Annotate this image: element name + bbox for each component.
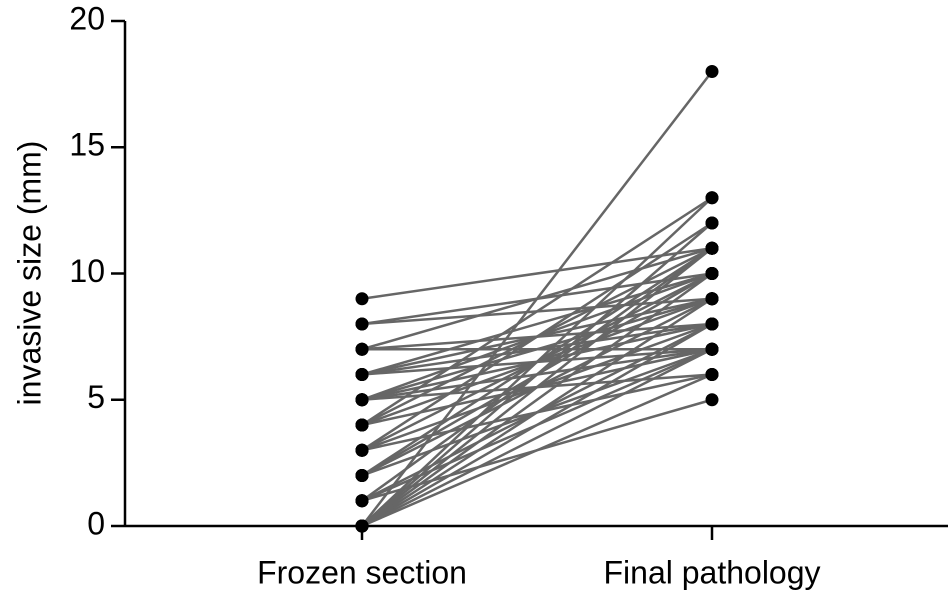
pair-line (361, 297, 713, 528)
point (355, 342, 369, 356)
point (705, 292, 719, 306)
point (355, 368, 369, 381)
pair-line (361, 348, 713, 528)
point (705, 65, 719, 78)
point (355, 418, 369, 432)
point (705, 342, 719, 356)
pair-line (361, 221, 713, 452)
point (355, 494, 369, 508)
point (355, 443, 369, 457)
pair-line (361, 272, 713, 528)
point (355, 317, 369, 331)
point (705, 393, 719, 407)
x-tick-label: Frozen section (257, 554, 467, 590)
point (355, 469, 369, 482)
pair-line (361, 70, 713, 527)
y-axis-label: invasive size (mm) (11, 141, 47, 406)
y-tick-label: 15 (69, 127, 105, 163)
pair-line (361, 196, 713, 427)
pair-line (361, 322, 713, 528)
point (705, 317, 719, 331)
point (705, 191, 719, 205)
point (355, 292, 369, 306)
y-tick-label: 20 (69, 0, 105, 36)
pair-line (361, 222, 713, 527)
pair-line (361, 247, 713, 300)
point (355, 519, 369, 533)
point (705, 241, 719, 255)
y-tick-label: 0 (87, 505, 105, 541)
point (355, 393, 369, 407)
y-tick-label: 5 (87, 379, 105, 415)
point (705, 267, 719, 280)
y-tick-label: 10 (69, 253, 105, 289)
pair-line (361, 272, 713, 452)
point (705, 216, 719, 230)
pair-line (361, 247, 713, 527)
x-tick-label: Final pathology (603, 554, 820, 590)
point (705, 368, 719, 381)
pair-line (361, 373, 713, 528)
